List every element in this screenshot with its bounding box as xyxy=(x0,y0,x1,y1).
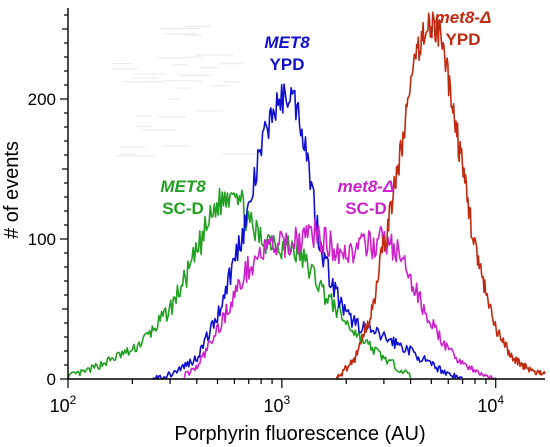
x-tick-label: 103 xyxy=(263,393,290,416)
series-line-2 xyxy=(152,83,463,380)
series-label-1-line-1: MET8 xyxy=(160,177,206,196)
series-label-4-line-1: met8-Δ xyxy=(435,8,492,27)
y-axis-title: # of events xyxy=(1,141,23,239)
series-label-4-line-2: YPD xyxy=(446,30,481,49)
faint-background-artifacts xyxy=(110,25,258,157)
series-line-1 xyxy=(67,187,412,380)
series-layer xyxy=(67,11,546,380)
series-label-3-line-1: met8-Δ xyxy=(338,177,395,196)
series-label-2-line-2: YPD xyxy=(270,55,305,74)
series-line-3 xyxy=(183,218,497,380)
series-label-2-line-1: MET8 xyxy=(264,33,310,52)
y-tick-label: 0 xyxy=(47,370,56,389)
y-tick-label: 200 xyxy=(28,90,56,109)
series-label-3-line-2: SC-D xyxy=(345,199,387,218)
series-label-1-line-2: SC-D xyxy=(162,199,204,218)
series-labels-layer: MET8 SC-D MET8 YPD met8-Δ SC-D met8-Δ YPD xyxy=(160,8,491,218)
series-line-4 xyxy=(335,11,546,380)
axes-layer xyxy=(67,8,545,380)
ticks-layer: 0 100 200 102 103 104 xyxy=(28,14,504,416)
x-tick-label: 102 xyxy=(50,393,77,416)
x-tick-label: 104 xyxy=(477,393,504,416)
x-axis-title: Porphyrin fluorescence (AU) xyxy=(174,423,425,445)
y-tick-label: 100 xyxy=(28,230,56,249)
